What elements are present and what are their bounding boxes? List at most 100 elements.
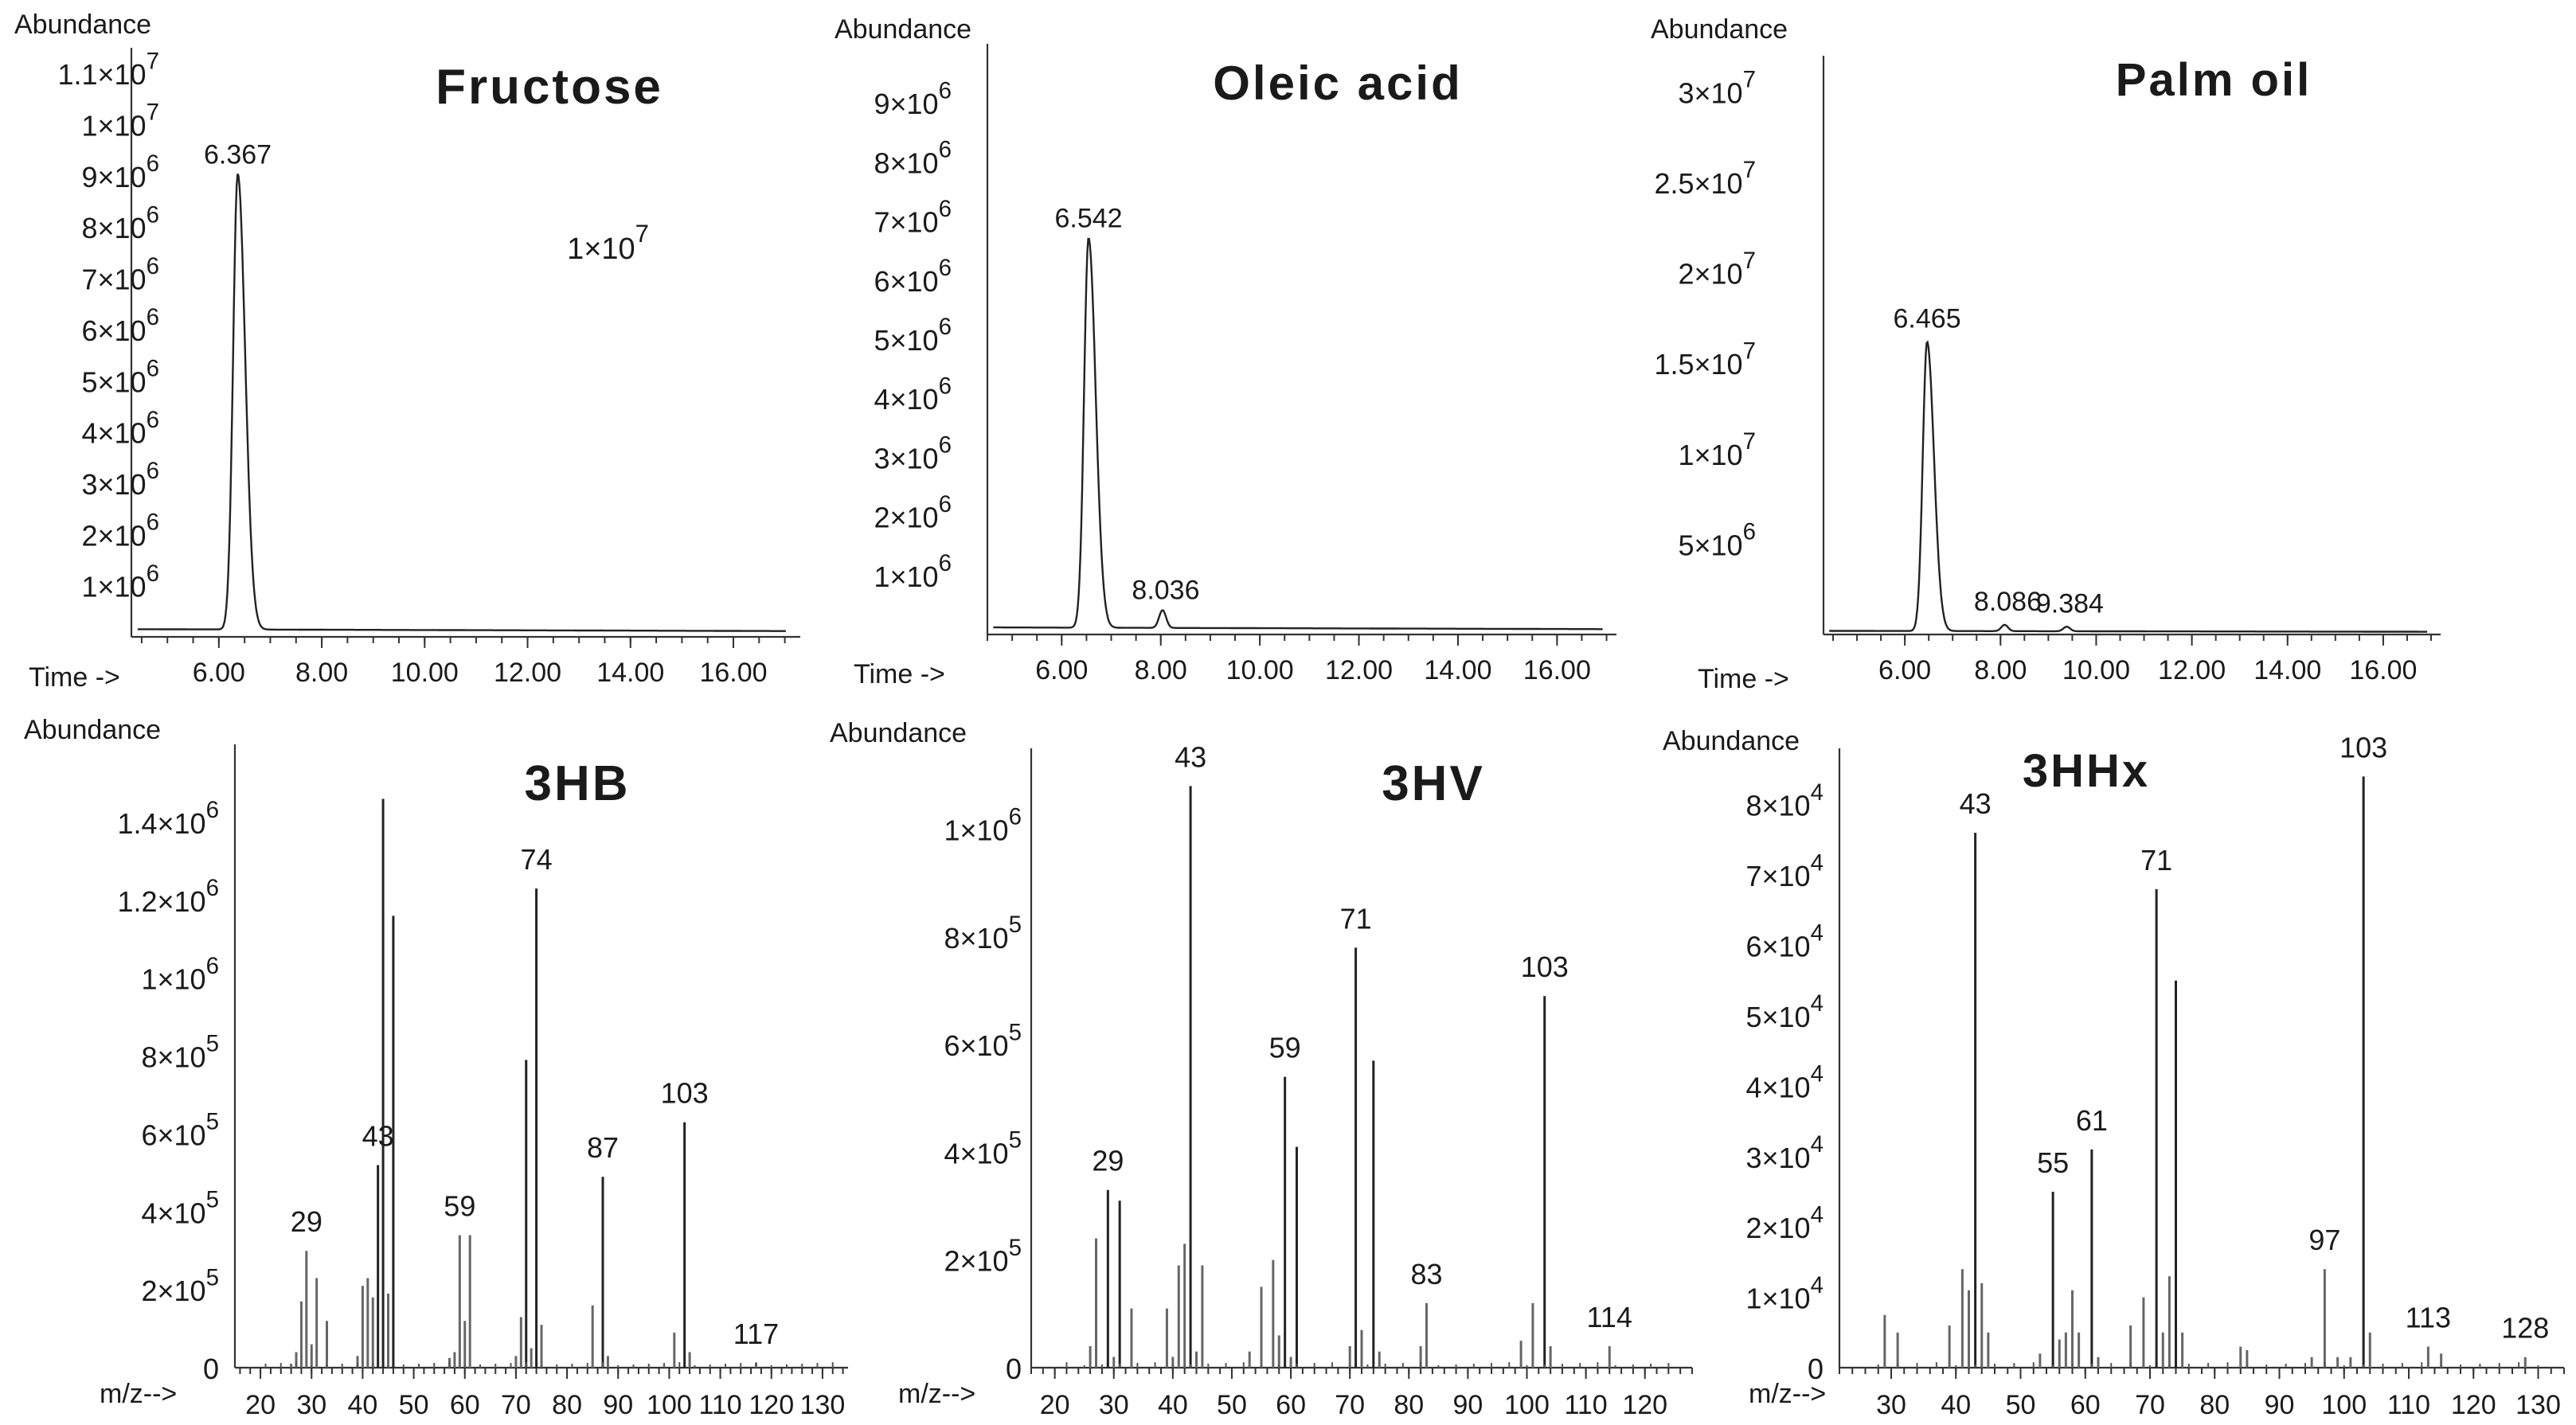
- y-axis-label: Abundance: [14, 10, 151, 40]
- x-tick-label: 40: [1941, 1390, 1971, 1420]
- y-tick-label: 5×106: [81, 355, 159, 398]
- y-tick-label: 1.4×106: [117, 797, 219, 840]
- x-tick-label: 16.00: [699, 658, 767, 688]
- x-tick-label: 130: [2515, 1390, 2561, 1420]
- x-tick-label: 8.00: [1974, 655, 2027, 685]
- x-tick-label: 16.00: [1523, 655, 1591, 685]
- y-tick-label: 2×104: [1745, 1201, 1824, 1244]
- peak-label: 55: [2037, 1146, 2069, 1179]
- y-tick-label: 2×105: [944, 1235, 1022, 1278]
- peak-label: 59: [444, 1190, 475, 1223]
- x-axis-label: m/z-->: [100, 1379, 177, 1409]
- x-tick-label: 100: [647, 1390, 692, 1420]
- x-tick-label: 6.00: [1878, 655, 1931, 685]
- chromatogram-trace: [137, 173, 786, 632]
- y-tick-label: 4×104: [1745, 1061, 1824, 1104]
- y-tick-label: 7×106: [81, 253, 159, 296]
- chromatogram-trace: [993, 237, 1603, 631]
- panel-3hv: Abundance m/z--> 3HV 1×106 8×105 6×105 4×105 2×…: [830, 718, 1693, 1420]
- x-axis-label: Time ->: [1698, 664, 1789, 694]
- chart-title: 3HHx: [2023, 745, 2150, 797]
- x-tick-label: 30: [1099, 1390, 1129, 1420]
- x-tick-label: 60: [450, 1390, 480, 1420]
- x-tick-label: 80: [552, 1390, 582, 1420]
- peak-label: 8.036: [1132, 576, 1199, 606]
- x-tick-label: 10.00: [391, 658, 459, 688]
- peak-label: 6.465: [1894, 304, 1961, 334]
- x-tick-label: 20: [1040, 1390, 1070, 1420]
- x-tick-label: 120: [2451, 1390, 2496, 1420]
- peak-label: 83: [1410, 1258, 1442, 1290]
- x-tick-label: 90: [603, 1390, 633, 1420]
- y-tick-label: 6×104: [1745, 920, 1824, 963]
- x-tick-label: 80: [2199, 1390, 2230, 1420]
- panel-palm-oil: Abundance Time -> Palm oil 3×107 2.5×107 2×10…: [1651, 14, 2441, 694]
- y-tick-label: 4×106: [81, 407, 159, 450]
- y-axis-label: Abundance: [1651, 14, 1788, 45]
- x-tick-label: 20: [245, 1390, 276, 1420]
- y-tick-label: 4×105: [944, 1127, 1022, 1170]
- peak-label: 9.384: [2036, 588, 2104, 619]
- y-tick-label: 2×106: [874, 491, 952, 534]
- y-tick-label: 6×105: [944, 1019, 1022, 1062]
- peak-label: 71: [1340, 902, 1372, 935]
- x-axis-label: Time ->: [29, 662, 120, 693]
- x-tick-label: 8.00: [1135, 655, 1187, 685]
- y-tick-label: 6×106: [874, 255, 952, 298]
- y-tick-label: 0: [1808, 1353, 1824, 1385]
- x-tick-label: 40: [1158, 1390, 1188, 1420]
- x-tick-label: 30: [296, 1390, 326, 1420]
- peak-label: 59: [1269, 1032, 1301, 1064]
- x-tick-label: 50: [1217, 1390, 1247, 1420]
- x-tick-label: 6.00: [193, 658, 245, 688]
- y-tick-label: 9×106: [874, 77, 952, 120]
- peak-label: 117: [733, 1318, 779, 1350]
- y-tick-label: 3×106: [874, 432, 952, 475]
- x-tick-label: 12.00: [494, 658, 561, 688]
- y-tick-label: 8×105: [141, 1031, 219, 1074]
- x-tick-label: 70: [501, 1390, 531, 1420]
- y-tick-label: 0: [203, 1353, 219, 1385]
- x-tick-label: 10.00: [1226, 655, 1294, 685]
- y-tick-label: 4×105: [141, 1186, 219, 1229]
- y-tick-label: 6×106: [81, 304, 159, 347]
- x-tick-label: 80: [1394, 1390, 1424, 1420]
- x-tick-label: 110: [1564, 1390, 1607, 1420]
- x-tick-label: 10.00: [2062, 655, 2130, 685]
- x-tick-label: 14.00: [2254, 655, 2321, 685]
- y-tick-label: 1×107: [1678, 428, 1756, 471]
- y-tick-label: 2.5×107: [1654, 157, 1756, 200]
- peak-label: 74: [521, 843, 553, 876]
- panel-3hhx: Abundance m/z--> 3HHx 8×104 7×104 6×104 5×104 4…: [1663, 726, 2565, 1420]
- y-tick-label: 9×106: [81, 150, 159, 193]
- y-tick-label: 0: [1006, 1353, 1022, 1385]
- x-axis-label: m/z-->: [1749, 1379, 1826, 1409]
- y-tick-label: 6×105: [141, 1109, 219, 1152]
- y-tick-label: 1×106: [944, 804, 1022, 847]
- peak-label: 6.367: [204, 139, 272, 170]
- chart-title: Palm oil: [2116, 54, 2312, 106]
- x-tick-label: 110: [698, 1390, 741, 1420]
- y-tick-label: 8×105: [944, 912, 1022, 955]
- peak-label: 103: [661, 1077, 709, 1110]
- peak-label: 43: [1960, 787, 1992, 820]
- y-axis-label: Abundance: [835, 14, 971, 45]
- y-tick-label: 4×106: [874, 373, 952, 416]
- y-tick-label: 3×104: [1745, 1131, 1824, 1174]
- y-tick-label: 2×105: [141, 1264, 219, 1307]
- x-tick-label: 12.00: [2158, 655, 2226, 685]
- y-tick-label: 3×106: [81, 458, 159, 501]
- peak-label: 6.542: [1054, 203, 1122, 233]
- x-tick-label: 100: [2321, 1390, 2367, 1420]
- y-tick-label: 5×104: [1745, 990, 1824, 1033]
- x-tick-label: 14.00: [596, 658, 664, 688]
- peak-label: 128: [2501, 1312, 2549, 1345]
- x-axis-label: m/z-->: [898, 1379, 975, 1409]
- peak-label: 29: [291, 1205, 322, 1238]
- y-tick-label: 1×106: [141, 953, 219, 996]
- y-tick-label: 1×104: [1745, 1272, 1824, 1315]
- y-tick-label: 8×106: [81, 201, 159, 244]
- y-tick-label: 8×104: [1745, 779, 1824, 822]
- y-axis-label: Abundance: [24, 715, 161, 745]
- y-axis-label: Abundance: [830, 718, 967, 748]
